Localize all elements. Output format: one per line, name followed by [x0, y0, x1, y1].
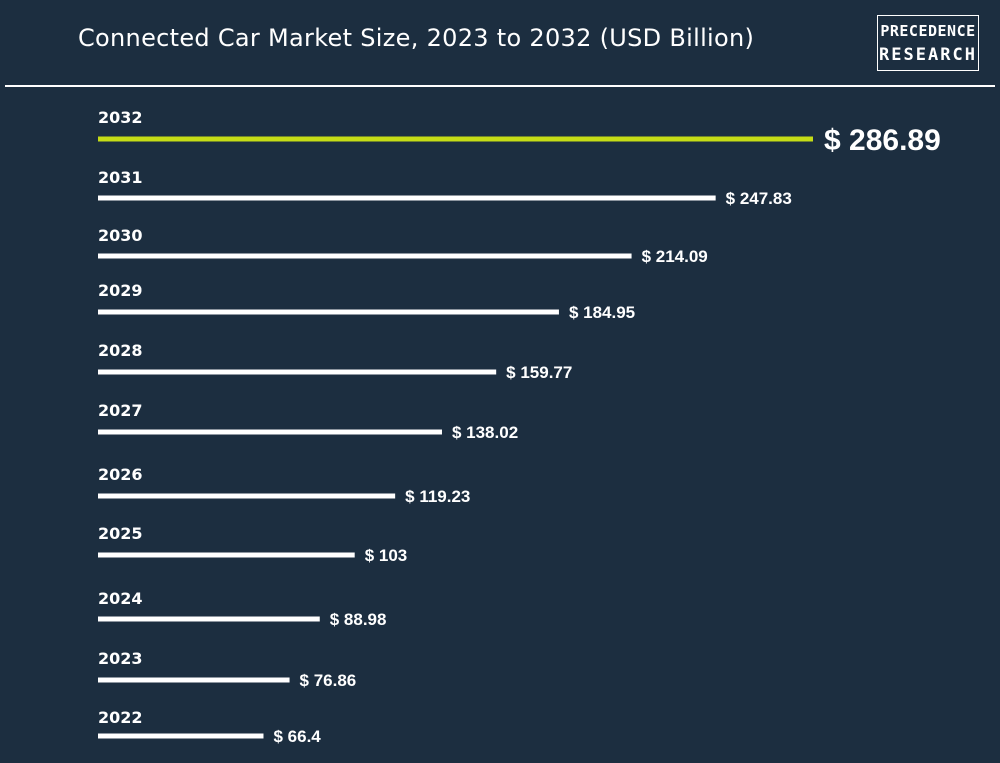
bar — [98, 369, 497, 375]
bar — [98, 677, 290, 683]
precedence-research-logo: PRECEDENCE RESEARCH — [877, 15, 979, 71]
bar — [98, 136, 813, 142]
value-label: $ 76.86 — [300, 671, 357, 690]
year-label: 2023 — [98, 649, 143, 668]
year-label: 2024 — [98, 589, 143, 608]
header-divider — [5, 85, 995, 87]
logo-line-2: RESEARCH — [879, 45, 977, 65]
value-label: $ 286.89 — [824, 124, 941, 157]
year-label: 2027 — [98, 401, 143, 420]
value-label: $ 159.77 — [506, 363, 572, 382]
year-label: 2028 — [98, 341, 143, 360]
value-label: $ 103 — [365, 546, 408, 565]
value-label: $ 88.98 — [330, 610, 387, 629]
bar — [98, 429, 442, 435]
chart-title: Connected Car Market Size, 2023 to 2032 … — [78, 24, 755, 52]
year-label: 2025 — [98, 524, 143, 543]
bar — [98, 253, 632, 259]
bar — [98, 309, 559, 315]
year-label: 2030 — [98, 226, 143, 245]
year-label: 2026 — [98, 465, 143, 484]
value-label: $ 247.83 — [726, 189, 792, 208]
year-label: 2022 — [98, 708, 143, 727]
bar — [98, 195, 716, 201]
value-label: $ 66.4 — [273, 727, 321, 746]
value-label: $ 214.09 — [642, 247, 708, 266]
value-label: $ 184.95 — [569, 303, 635, 322]
value-label: $ 119.23 — [405, 487, 470, 506]
value-label: $ 138.02 — [452, 423, 518, 442]
bar — [98, 493, 396, 499]
bar — [98, 733, 264, 739]
year-label: 2031 — [98, 168, 143, 187]
bar — [98, 552, 355, 558]
year-label: 2029 — [98, 281, 143, 300]
year-label: 2032 — [98, 108, 143, 127]
bar — [98, 616, 320, 622]
logo-line-1: PRECEDENCE — [880, 22, 976, 40]
